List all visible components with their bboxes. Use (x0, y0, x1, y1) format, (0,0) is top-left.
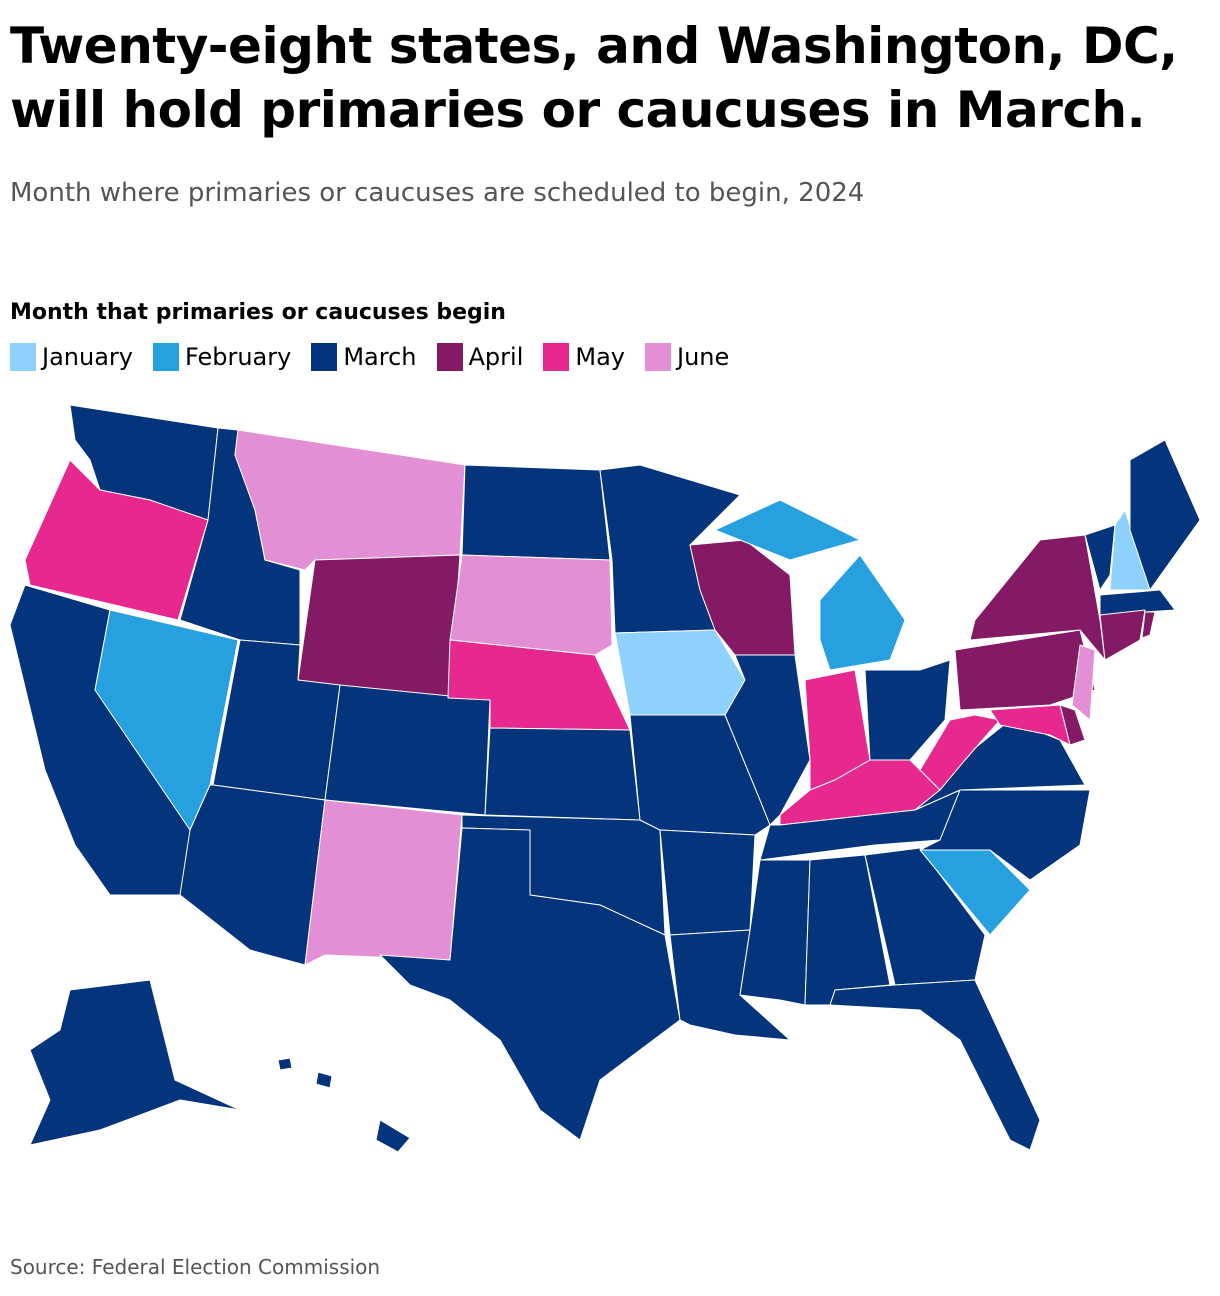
state (1084, 524, 1116, 591)
state (449, 554, 613, 656)
state (864, 847, 986, 986)
state (1129, 439, 1201, 591)
legend-label: January (42, 343, 133, 371)
state (1141, 611, 1156, 639)
state (277, 1057, 293, 1071)
legend-label: April (468, 343, 524, 371)
legend-swatch (311, 343, 338, 371)
state (919, 789, 1091, 881)
state (461, 464, 611, 561)
state (315, 1071, 333, 1089)
legend-label: March (343, 343, 417, 371)
legend-title: Month that primaries or caucuses begin (10, 300, 506, 325)
state (297, 554, 461, 701)
legend: January February March April May June (10, 343, 729, 371)
legend-label: May (575, 343, 625, 371)
legend-swatch (645, 343, 671, 371)
state (304, 799, 463, 966)
state (375, 1119, 411, 1153)
legend-swatch (10, 343, 36, 371)
state (179, 784, 326, 966)
state (829, 979, 1041, 1151)
legend-item: March (311, 343, 417, 371)
state (989, 704, 1071, 746)
state (379, 827, 681, 1141)
state (819, 554, 906, 671)
legend-item: January (10, 343, 133, 371)
source: Source: Federal Election Commission (10, 1255, 381, 1279)
legend-item: February (152, 343, 292, 371)
state (29, 979, 241, 1146)
legend-label: February (184, 343, 292, 371)
legend-swatch (436, 343, 463, 371)
state (1071, 644, 1096, 721)
subtitle: Month where primaries or caucuses are sc… (10, 178, 865, 208)
state (24, 459, 209, 621)
state (484, 727, 641, 821)
state (714, 499, 861, 561)
state (1099, 589, 1176, 616)
map (9, 404, 1201, 1153)
legend-item: June (645, 343, 729, 371)
state (1099, 609, 1146, 661)
state (324, 684, 491, 816)
title: Twenty-eight states, and Washington, DC,… (10, 17, 1178, 139)
legend-swatch (152, 343, 179, 371)
legend-label: June (677, 343, 730, 371)
legend-item: May (543, 343, 625, 371)
state (659, 829, 756, 936)
state (234, 429, 466, 571)
legend-swatch (543, 343, 570, 371)
legend-item: April (436, 343, 524, 371)
